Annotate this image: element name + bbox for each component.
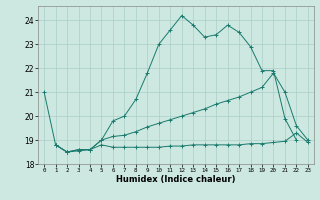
X-axis label: Humidex (Indice chaleur): Humidex (Indice chaleur): [116, 175, 236, 184]
